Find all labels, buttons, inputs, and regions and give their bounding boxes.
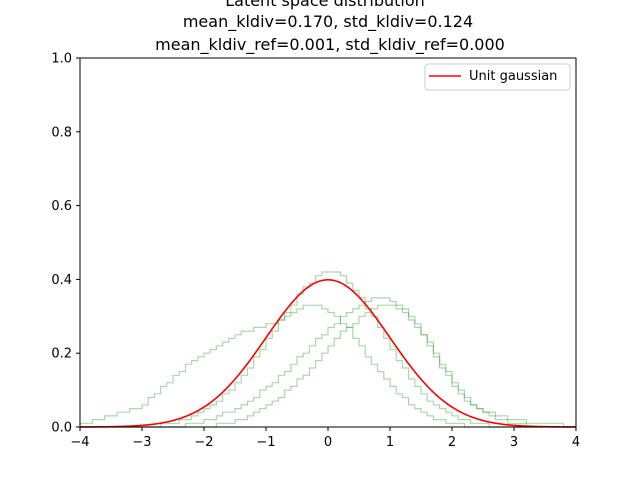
y-tick-label: 0.6 [51, 199, 72, 214]
x-tick-label: −3 [132, 435, 151, 450]
legend: Unit gaussian [424, 63, 571, 91]
y-tick-label: 0.0 [51, 421, 72, 436]
x-tick-label: 0 [324, 435, 332, 450]
chart-title-line-1: Latent space distribution [225, 0, 425, 10]
x-tick-label: 4 [572, 435, 580, 450]
histogram-series-4 [80, 304, 576, 428]
unit-gaussian-line [80, 278, 576, 428]
y-tick-label: 1.0 [51, 52, 72, 67]
x-tick-label: 1 [386, 435, 394, 450]
histogram-layer [79, 271, 576, 428]
histogram-series-3 [80, 297, 576, 428]
legend-box [424, 63, 571, 91]
x-tick-label: −4 [70, 435, 89, 450]
x-tick-label: −1 [256, 435, 275, 450]
y-tick-label: 0.4 [51, 273, 72, 288]
histogram-series-1 [79, 304, 576, 428]
histogram-series-2 [80, 271, 576, 428]
x-tick-label: 3 [510, 435, 518, 450]
y-tick-label: 0.2 [51, 347, 72, 362]
chart-title-line-2: mean_kldiv=0.170, std_kldiv=0.124 [183, 12, 473, 32]
chart-title-line-3: mean_kldiv_ref=0.001, std_kldiv_ref=0.00… [155, 35, 505, 55]
plot-frame [79, 57, 577, 428]
gaussian-line-layer [80, 278, 576, 428]
y-tick-label: 0.8 [51, 125, 72, 140]
x-tick-label: 2 [448, 435, 456, 450]
x-axis: −4 −3 −2 −1 0 1 2 3 4 [70, 427, 580, 450]
y-axis: 0.0 0.2 0.4 0.6 0.8 1.0 [51, 52, 80, 436]
chart-title: Latent space distribution mean_kldiv=0.1… [155, 0, 505, 55]
x-tick-label: −2 [194, 435, 213, 450]
legend-label-unit-gaussian: Unit gaussian [469, 69, 557, 84]
